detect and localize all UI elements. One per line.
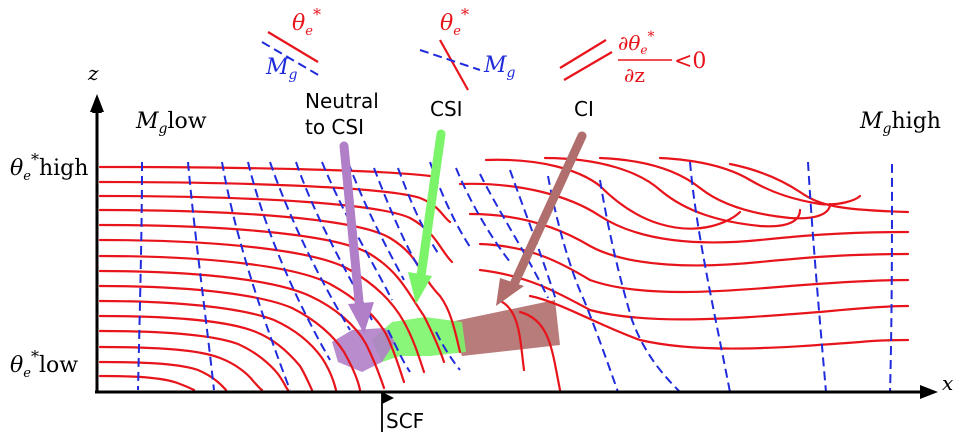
mg-line [547, 175, 619, 393]
mg-line [187, 161, 215, 391]
scf-marker: SCF [381, 392, 424, 433]
isentrope-line [478, 242, 910, 294]
ci-arrow-shaft [510, 131, 587, 287]
legend-ci-numerator: ∂θe* [618, 29, 655, 57]
isentrope-line [728, 162, 910, 214]
mg-line [689, 161, 731, 393]
isentrope-line [98, 269, 386, 390]
legend-ci: ∂θe* ∂z <0 CI [559, 29, 706, 121]
isentrope-line [528, 294, 910, 350]
z-axis-arrowhead [90, 94, 104, 112]
scf-flag [382, 392, 394, 404]
neutral-arrow-head [348, 302, 374, 334]
isentrope-line [98, 223, 446, 364]
mg-line [247, 161, 331, 361]
legend-ci-line-1 [559, 39, 607, 69]
legend-csi-caption: CSI [430, 97, 463, 121]
isentrope-line [543, 156, 802, 228]
z-axis-label: z [87, 61, 99, 85]
mg-line [429, 161, 473, 251]
mg-line [599, 179, 681, 393]
legend-neutral-red-line [267, 31, 319, 63]
legend-csi-red-line [439, 39, 469, 91]
isentrope-line [98, 314, 314, 392]
isentrope-line [484, 158, 742, 230]
legend-neutral-mg: Mg [265, 55, 298, 83]
theta-high-label: θe*high [10, 150, 88, 184]
legend-neutral-theta: θe* [292, 5, 321, 39]
legend-ci-caption: CI [574, 97, 594, 121]
legend-ci-relation: <0 [674, 49, 706, 74]
legend-csi: θe* Mg CSI [419, 5, 516, 121]
mg-low-label: Mglow [135, 109, 207, 137]
mg-line [435, 331, 461, 371]
mg-line [387, 329, 411, 373]
mg-line [347, 161, 405, 281]
ci-region [450, 300, 560, 356]
x-axis-arrowhead [920, 385, 938, 399]
mg-line [321, 161, 393, 301]
legend-csi-blue-line [419, 49, 481, 71]
mg-line [137, 161, 143, 391]
isentrope-line [478, 268, 910, 321]
isentrope-line [98, 299, 338, 392]
isentrope-line [458, 182, 910, 244]
mg-line [221, 161, 291, 391]
mg-line [889, 163, 893, 393]
isentrope-line [98, 194, 454, 264]
isentrope-line [98, 374, 196, 392]
mg-line [479, 173, 549, 299]
annotation-arrows [339, 129, 587, 334]
legend-ci-denominator: ∂z [624, 63, 645, 87]
csi-arrow-shaft [416, 129, 446, 281]
isentrope-line [98, 360, 228, 392]
ci-arrow-head [496, 278, 524, 306]
legend-csi-mg: Mg [483, 53, 516, 81]
legend-csi-theta: θe* [440, 5, 469, 39]
isentrope-line [496, 298, 526, 372]
isentrope-line [98, 180, 452, 224]
legend-ci-line-2 [563, 51, 613, 81]
isentrope-line [98, 254, 406, 384]
mg-line [509, 169, 557, 301]
scf-label: SCF [386, 409, 424, 433]
legend-neutral-caption-1: Neutral [305, 89, 379, 113]
legend-neutral-blue-line [261, 41, 321, 77]
neutral-arrow-shaft [339, 141, 365, 317]
theta-low-label: θe*low [10, 347, 78, 381]
csi-region [372, 317, 466, 362]
legend-neutral: θe* Mg Neutral to CSI [261, 5, 379, 139]
mg-line [269, 161, 351, 331]
isentrope-line [658, 156, 862, 206]
isentrope-line [598, 156, 832, 220]
legend-neutral-caption-2: to CSI [305, 115, 364, 139]
mg-line [397, 167, 441, 257]
isentrope-line [98, 345, 264, 392]
x-axis-label: x [942, 371, 953, 395]
mg-line [807, 161, 827, 393]
csi-arrow-head [408, 272, 432, 304]
isentrope-line [98, 329, 290, 392]
theta-e-isentropes [98, 156, 910, 392]
isentrope-line [518, 310, 562, 392]
isentrope-line [98, 208, 462, 354]
mg-high-label: Mghigh [859, 109, 941, 137]
mg-line [373, 167, 419, 267]
isentrope-line [98, 165, 432, 178]
isentrope-line [98, 284, 362, 392]
